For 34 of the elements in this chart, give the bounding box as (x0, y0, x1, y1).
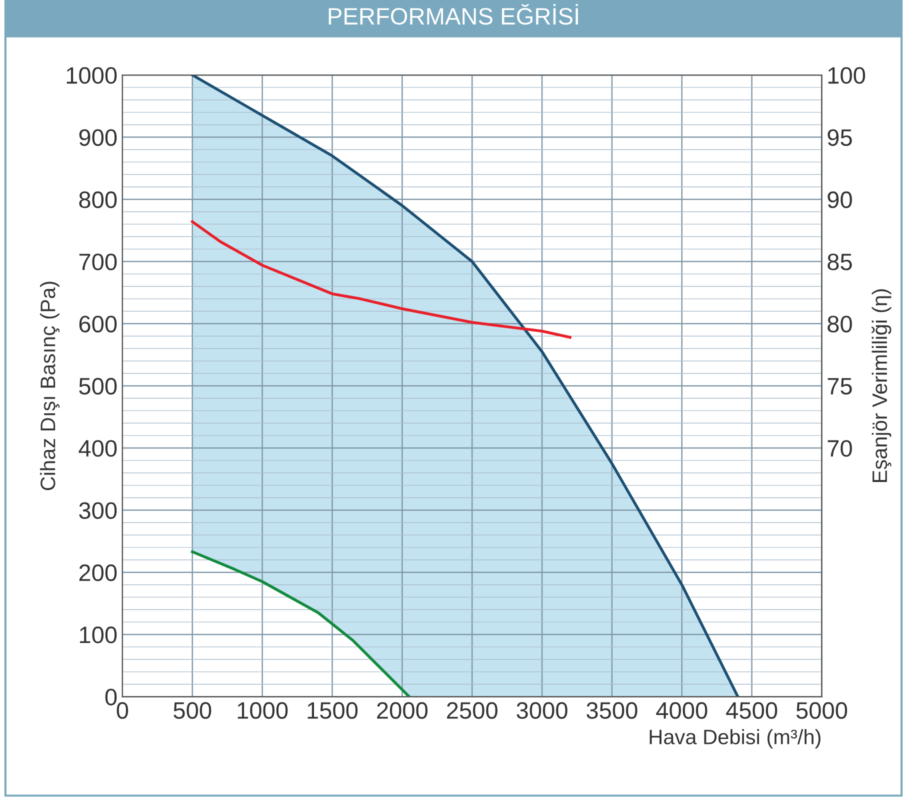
y-tick-label: 1000 (66, 67, 117, 84)
y-axis-title: Cihaz Dışı Basınç (Pa) (40, 282, 60, 490)
x-tick-label: 0 (116, 702, 128, 719)
x-tick-label: 500 (174, 702, 212, 719)
y2-tick-label: 100 (828, 67, 866, 84)
chart-title: PERFORMANS EĞRİSİ (328, 4, 578, 25)
y-tick-label: 0 (105, 688, 117, 706)
y2-axis-title: Eşanjör Verimliliği (η) (872, 289, 892, 482)
x-tick-label: 5000 (796, 702, 848, 719)
x-tick-label: 4500 (726, 702, 778, 719)
x-tick-label: 1000 (238, 702, 288, 719)
x-axis-title: Hava Debisi (m³/h) (650, 729, 820, 748)
y-tick-label: 500 (79, 378, 117, 395)
y-tick-label: 700 (79, 254, 117, 270)
y2-tick-label: 75 (828, 378, 852, 395)
line-series (190, 220, 572, 339)
x-tick-label: 3500 (586, 702, 638, 719)
x-tick-label: 4000 (656, 702, 708, 719)
y-tick-label: 100 (80, 626, 117, 644)
y-tick-label: 300 (79, 502, 117, 519)
x-tick-label: 3000 (516, 702, 568, 719)
y-tick-label: 900 (79, 129, 117, 146)
y2-tick-label: 90 (828, 191, 852, 208)
y-tick-label: 200 (79, 564, 117, 582)
x-tick-label: 2000 (377, 702, 428, 719)
y2-tick-label: 80 (828, 316, 852, 332)
y2-tick-label: 70 (828, 440, 852, 457)
y2-tick-label: 95 (828, 129, 852, 146)
y-tick-label: 400 (78, 440, 117, 457)
y-tick-label: 800 (79, 191, 117, 208)
y2-tick-label: 85 (828, 254, 852, 270)
x-tick-label: 2500 (447, 702, 498, 719)
x-tick-label: 1500 (308, 702, 358, 719)
y-tick-label: 600 (79, 316, 117, 332)
